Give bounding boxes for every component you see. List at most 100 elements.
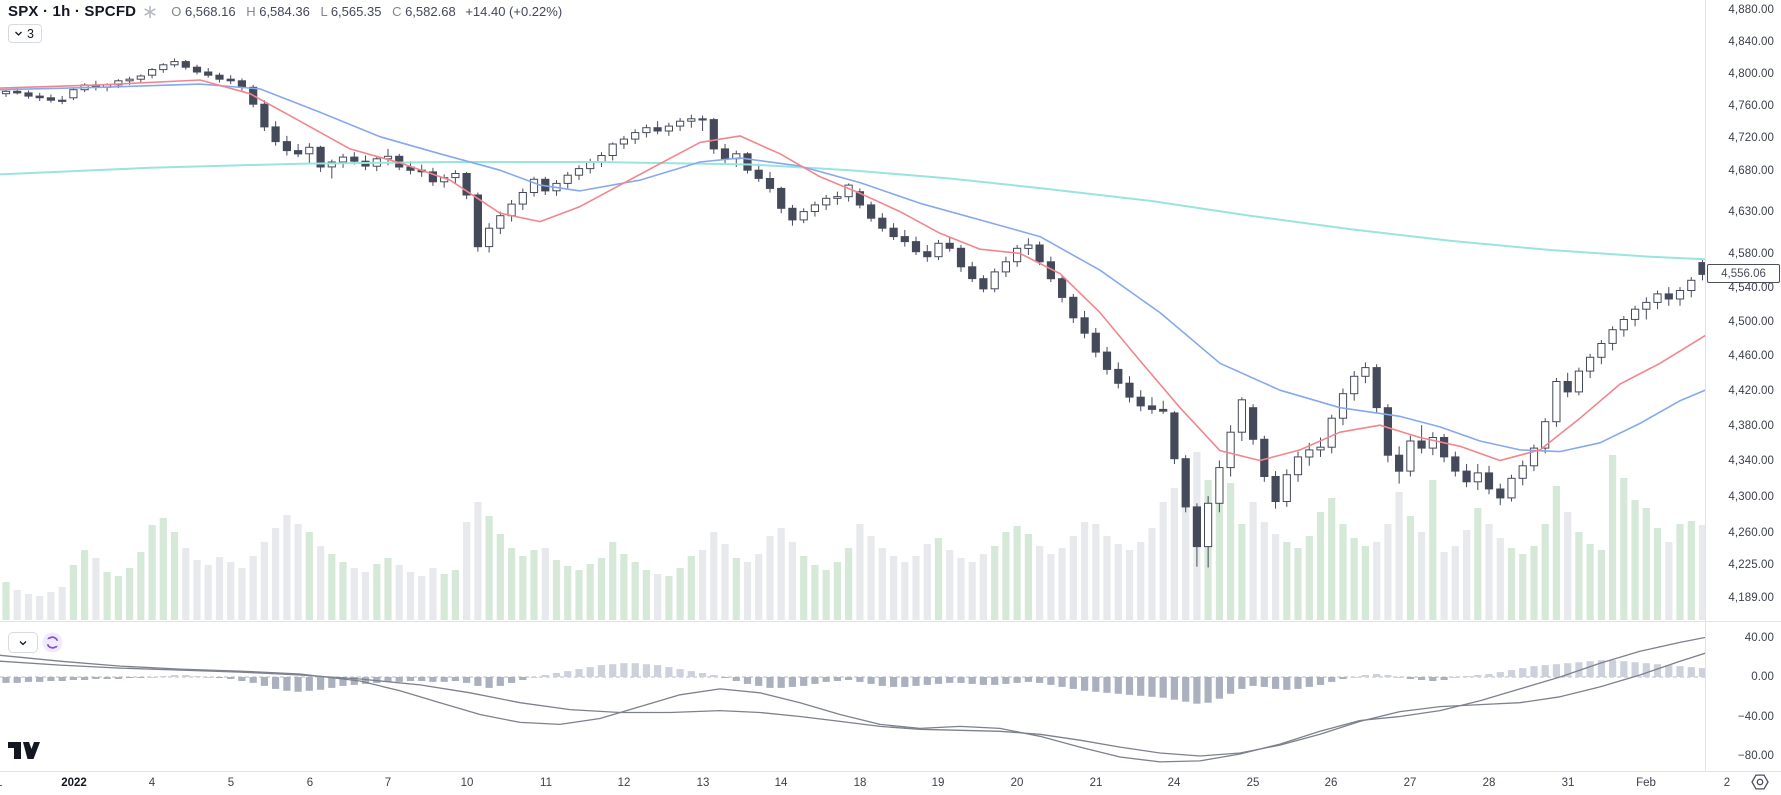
volume-bar <box>609 542 617 620</box>
indicator-reload-icon[interactable] <box>42 632 63 653</box>
oscillator-histogram-bar <box>1406 677 1414 679</box>
oscillator-histogram-bar <box>170 675 179 677</box>
volume-bar <box>968 562 976 620</box>
volume-bar <box>1698 525 1705 620</box>
volume-bar <box>1125 550 1134 620</box>
oscillator-histogram-bar <box>69 677 77 680</box>
candle-body <box>1608 329 1617 344</box>
symbol-title[interactable]: SPX · 1h · SPCFD <box>8 3 137 20</box>
oscillator-histogram-bar <box>1373 674 1381 677</box>
oscillator-histogram-bar <box>159 676 167 677</box>
oscillator-histogram-bar <box>305 677 313 691</box>
time-tick-label: 10 <box>460 777 474 789</box>
volume-bar <box>1092 524 1100 620</box>
time-tick-label: 21 <box>1089 777 1103 789</box>
candle-body <box>1316 446 1325 451</box>
volume-bar <box>1238 524 1246 620</box>
last-price-label[interactable]: 4,556.06 <box>1707 264 1780 283</box>
candle-body <box>462 173 471 196</box>
candle-body <box>1417 440 1426 449</box>
volume-bar <box>1170 488 1178 620</box>
volume-bar <box>429 568 437 620</box>
candle-body <box>788 207 797 221</box>
oscillator-histogram-bar <box>227 677 235 679</box>
candle-body <box>58 99 67 102</box>
volume-bar <box>833 562 841 620</box>
oscillator-histogram-bar <box>328 677 336 688</box>
oscillator-histogram-bar <box>1204 677 1212 703</box>
oscillator-histogram-bar <box>1485 674 1493 677</box>
volume-bar <box>676 568 684 620</box>
candle-body <box>923 251 932 258</box>
volume-bar <box>1620 478 1628 620</box>
candle-body <box>136 75 145 80</box>
candle-body <box>1159 408 1168 412</box>
oscillator-histogram-bar <box>1575 662 1583 677</box>
volume-bar <box>845 548 853 620</box>
oscillator-histogram-bar <box>519 677 527 680</box>
candle-body <box>653 127 662 132</box>
volume-bar <box>1541 524 1549 620</box>
oscillator-histogram-bar <box>743 677 752 684</box>
oscillator-histogram-bar <box>1215 677 1223 699</box>
oscillator-fast-line <box>0 636 1705 763</box>
oscillator-histogram-bar <box>24 677 33 682</box>
oscillator-histogram-bar <box>395 677 403 682</box>
oscillator-histogram-bar <box>710 675 718 677</box>
time-tick-label: 28 <box>1482 777 1496 789</box>
oscillator-histogram-bar <box>440 677 448 682</box>
oscillator-histogram-bar <box>406 677 415 681</box>
oscillator-histogram-bar <box>609 664 617 677</box>
price-tick-label: 4,189.00 <box>1728 591 1774 604</box>
candle-body <box>1147 405 1157 410</box>
oscillator-histogram-bar <box>249 677 257 683</box>
volume-bar <box>979 554 987 620</box>
volume-bar <box>1485 524 1493 620</box>
oscillator-histogram-bar <box>1507 670 1516 677</box>
oscillator-histogram-bar <box>1429 677 1437 681</box>
candle-body <box>563 174 572 184</box>
time-tick-label: 31 <box>0 777 2 789</box>
candle-body <box>1350 375 1359 395</box>
chevron-down-icon <box>19 640 27 645</box>
volume-bar <box>361 572 370 620</box>
volume-bar <box>204 565 212 620</box>
candle-body <box>327 161 336 168</box>
volume-bar <box>1159 502 1167 620</box>
oscillator-histogram-bar <box>1148 677 1156 697</box>
candle-body <box>1642 301 1651 310</box>
objects-tree-button[interactable]: 3 <box>8 24 42 43</box>
oscillator-histogram-bar <box>1361 675 1369 677</box>
candle-body <box>979 278 988 290</box>
oscillator-tick-label: 40.00 <box>1744 631 1774 644</box>
indicator-collapse-button[interactable] <box>8 632 38 653</box>
volume-bar <box>1182 470 1190 620</box>
tradingview-logo[interactable] <box>8 742 44 761</box>
volume-bar <box>1406 516 1414 620</box>
volume-bar <box>317 546 325 620</box>
volume-bar <box>1429 480 1437 620</box>
oscillator-histogram-bar <box>1283 677 1291 690</box>
volume-bar <box>137 552 145 620</box>
candle-body <box>485 227 494 248</box>
price-tick-label: 4,225.00 <box>1728 558 1774 571</box>
volume-bar <box>1440 552 1448 620</box>
volume-bar <box>867 536 875 620</box>
candle-body <box>1 90 11 95</box>
candle-body <box>114 80 123 86</box>
time-tick-label: 12 <box>617 777 631 789</box>
oscillator-histogram-bar <box>508 677 516 683</box>
candle-body <box>687 118 696 122</box>
volume-bar <box>901 562 909 620</box>
oscillator-tick-label: 0.00 <box>1751 671 1774 683</box>
candle-body <box>529 178 539 194</box>
axis-settings-gear-icon[interactable] <box>1750 772 1770 792</box>
volume-bar <box>81 550 89 620</box>
price-tick-label: 4,580.00 <box>1728 248 1774 261</box>
volume-bar <box>1530 546 1538 620</box>
oscillator-histogram-bar <box>260 677 268 686</box>
volume-bar <box>159 518 167 620</box>
oscillator-histogram-bar <box>92 677 100 679</box>
oscillator-histogram-bar <box>654 665 662 677</box>
